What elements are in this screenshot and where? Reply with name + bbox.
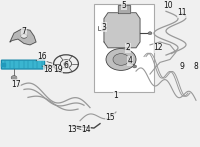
- Polygon shape: [10, 29, 36, 45]
- Text: 1: 1: [114, 91, 118, 100]
- Text: 14: 14: [81, 125, 91, 134]
- Text: 17: 17: [11, 80, 21, 89]
- Text: 13: 13: [67, 125, 77, 134]
- Circle shape: [21, 34, 27, 38]
- Circle shape: [64, 62, 68, 65]
- Text: 9: 9: [180, 62, 184, 71]
- Text: 8: 8: [194, 62, 198, 71]
- Polygon shape: [12, 77, 16, 79]
- Polygon shape: [1, 63, 5, 66]
- Text: 10: 10: [163, 1, 173, 10]
- Text: 16: 16: [37, 52, 47, 61]
- Text: 7: 7: [22, 27, 26, 36]
- Text: 3: 3: [102, 23, 106, 32]
- Text: 19: 19: [53, 65, 63, 74]
- Polygon shape: [118, 5, 130, 13]
- Text: 2: 2: [126, 43, 130, 52]
- Circle shape: [113, 54, 129, 65]
- Circle shape: [133, 65, 137, 68]
- Bar: [94, 4, 154, 92]
- Text: 18: 18: [43, 65, 53, 74]
- Circle shape: [11, 76, 17, 80]
- Polygon shape: [104, 13, 140, 48]
- Circle shape: [148, 32, 152, 35]
- Text: 11: 11: [177, 8, 187, 17]
- Text: 6: 6: [64, 61, 68, 70]
- Circle shape: [106, 49, 136, 70]
- Text: 15: 15: [105, 113, 115, 122]
- Text: 4: 4: [128, 56, 132, 65]
- Text: 12: 12: [153, 43, 163, 52]
- FancyBboxPatch shape: [1, 60, 45, 69]
- Text: 5: 5: [122, 1, 126, 10]
